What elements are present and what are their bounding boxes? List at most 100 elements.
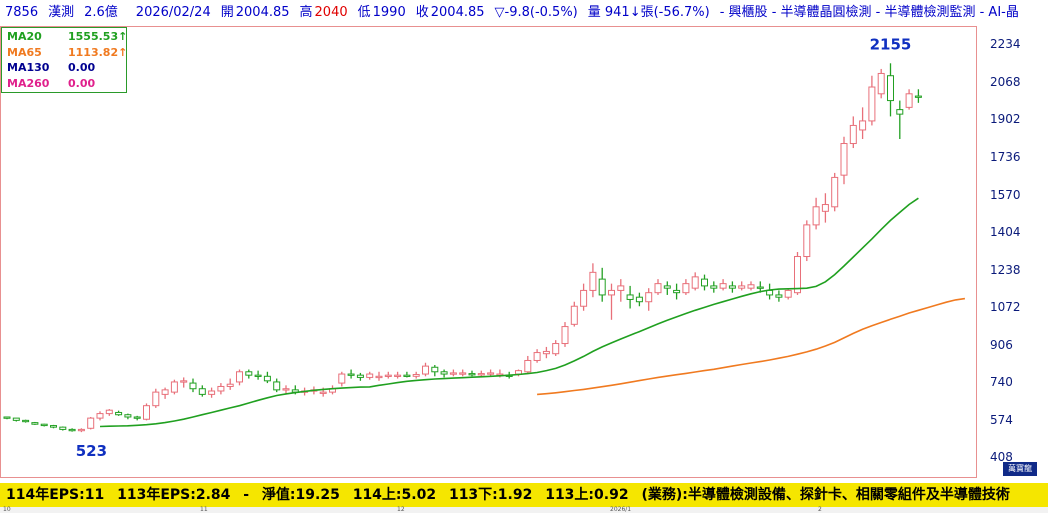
candle-body [580, 289, 588, 307]
annotations-layer: 523 2155 [76, 35, 912, 460]
candle-body [552, 343, 560, 355]
candle-body [728, 285, 736, 289]
candle-body [673, 289, 681, 294]
candle-body [524, 359, 532, 373]
candle-body [626, 294, 634, 300]
candle-body [914, 95, 922, 98]
candle-body [831, 176, 839, 208]
legend-ma130: MA130 0.00 [5, 60, 123, 76]
volume: 量 941↓張(-56.7%) [587, 5, 710, 20]
candle-body [738, 285, 746, 289]
high-label: 高 [299, 5, 313, 20]
candle-body [877, 72, 885, 95]
candle-body [31, 422, 39, 425]
candle-body [682, 283, 690, 294]
y-tick-label: 1570 [990, 187, 1021, 202]
candle-body [431, 366, 439, 373]
candle-body [570, 305, 578, 325]
candle-body [282, 388, 290, 391]
candle-body [180, 380, 188, 383]
candle-body [784, 289, 792, 298]
y-tick-label: 1736 [990, 149, 1021, 164]
candle-body [635, 296, 643, 303]
candle-body [821, 204, 829, 212]
y-tick-label: 1902 [990, 112, 1021, 127]
price-change: ▽-9.8(-0.5%) [494, 5, 578, 20]
legend-ma20: MA20 1555.53↑ [5, 29, 127, 45]
candle-body [87, 417, 95, 429]
y-tick-label: 1072 [990, 300, 1021, 315]
candle-body [561, 326, 569, 345]
low-value: 1990 [372, 5, 406, 20]
candle-body [208, 390, 216, 395]
candle-body [840, 143, 848, 176]
open-value: 2004.85 [235, 5, 290, 20]
y-tick-label: 906 [990, 337, 1013, 352]
candle-body [236, 371, 243, 383]
logo-badge[interactable]: 萬寶龍 [1003, 462, 1037, 476]
y-tick-label: 2234 [990, 37, 1021, 52]
x-tick: 10 [3, 506, 11, 513]
candle-body [459, 372, 467, 375]
eps-114: 114年EPS:11 [6, 487, 105, 503]
ma20-line [99, 197, 919, 428]
candle-body [273, 381, 281, 391]
y-tick-label: 2068 [990, 74, 1021, 89]
x-tick: 11 [200, 506, 208, 513]
candle-body [226, 383, 234, 387]
ma65-line [537, 297, 966, 396]
net-value: 淨值:19.25 [261, 487, 340, 503]
candle-body [896, 109, 904, 115]
x-tick: 2026/1 [610, 506, 632, 513]
candle-body [542, 350, 550, 355]
candle-body [115, 411, 123, 416]
eps-113: 113年EPS:2.84 [117, 487, 231, 503]
candle-body [77, 428, 85, 432]
candle-body [691, 276, 699, 289]
eps-113-h2: 113下:1.92 [448, 487, 533, 503]
candle-body [589, 271, 597, 291]
candle-body [440, 371, 448, 375]
candle-body [756, 286, 764, 289]
candle-body [608, 289, 615, 296]
candle-body [654, 283, 662, 294]
legend-ma20-value: 1555.53↑ [68, 30, 128, 43]
candle-body [356, 374, 364, 378]
candle-body [719, 283, 727, 289]
separator: - [243, 487, 250, 503]
candle-body [803, 224, 811, 258]
candle-body [170, 381, 178, 393]
candle-body [812, 206, 820, 226]
ma-legend: MA20 1555.53↑ MA65 1113.82↑ MA130 0.00 M… [1, 27, 127, 93]
candle-body [794, 256, 801, 294]
candle-body [849, 124, 857, 145]
quote-header: 7856 漢測 2.6億 2026/02/24 開 2004.85 高 2040 低 1990 收 2… [0, 0, 1048, 26]
eps-114-h1: 114上:5.02 [352, 487, 437, 503]
candle-body [887, 75, 894, 102]
candle-body [263, 375, 271, 382]
candle-body [533, 352, 541, 361]
x-tick: 2 [818, 506, 822, 513]
candle-body [217, 385, 225, 392]
candle-body [50, 425, 57, 428]
business-desc: (業務):半導體檢測設備、探針卡、相關零組件及半導體技術 [641, 487, 1010, 503]
candle-body [347, 373, 355, 376]
candle-body [105, 409, 113, 415]
quote-date: 2026/02/24 [135, 5, 211, 20]
legend-ma130-name: MA130 [7, 61, 50, 74]
candle-body [477, 373, 485, 376]
legend-ma130-value: 0.00 [68, 61, 96, 74]
candle-body [384, 374, 392, 377]
x-axis-strip: 10 11 12 2026/1 2 [0, 507, 1048, 513]
open-label: 開 [220, 5, 234, 20]
y-tick-label: 740 [990, 375, 1013, 390]
close-label: 收 [415, 5, 429, 20]
candle-body [403, 374, 411, 377]
close-value: 2004.85 [430, 5, 485, 20]
y-axis: 2234 2068 1902 1736 1570 1404 1238 1072 906 740 57… [977, 26, 1048, 478]
candle-body [319, 391, 327, 394]
candle-body [124, 414, 132, 418]
candle-body [338, 373, 346, 384]
legend-ma260-name: MA260 [7, 76, 50, 90]
candle-body [663, 285, 671, 289]
